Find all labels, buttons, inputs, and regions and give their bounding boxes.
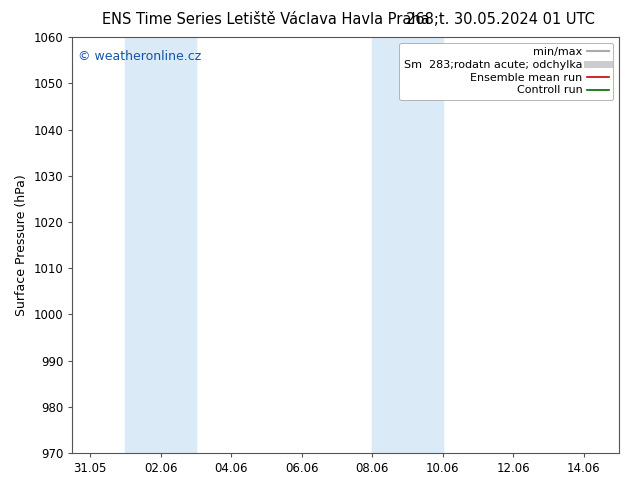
Text: ENS Time Series Letiště Václava Havla Praha: ENS Time Series Letiště Václava Havla Pr… xyxy=(103,12,430,27)
Legend: min/max, Sm  283;rodatn acute; odchylka, Ensemble mean run, Controll run: min/max, Sm 283;rodatn acute; odchylka, … xyxy=(399,43,614,100)
Y-axis label: Surface Pressure (hPa): Surface Pressure (hPa) xyxy=(15,174,28,316)
Bar xyxy=(126,37,196,453)
Text: 268;t. 30.05.2024 01 UTC: 268;t. 30.05.2024 01 UTC xyxy=(406,12,595,27)
Bar xyxy=(372,37,443,453)
Text: © weatheronline.cz: © weatheronline.cz xyxy=(78,49,201,63)
